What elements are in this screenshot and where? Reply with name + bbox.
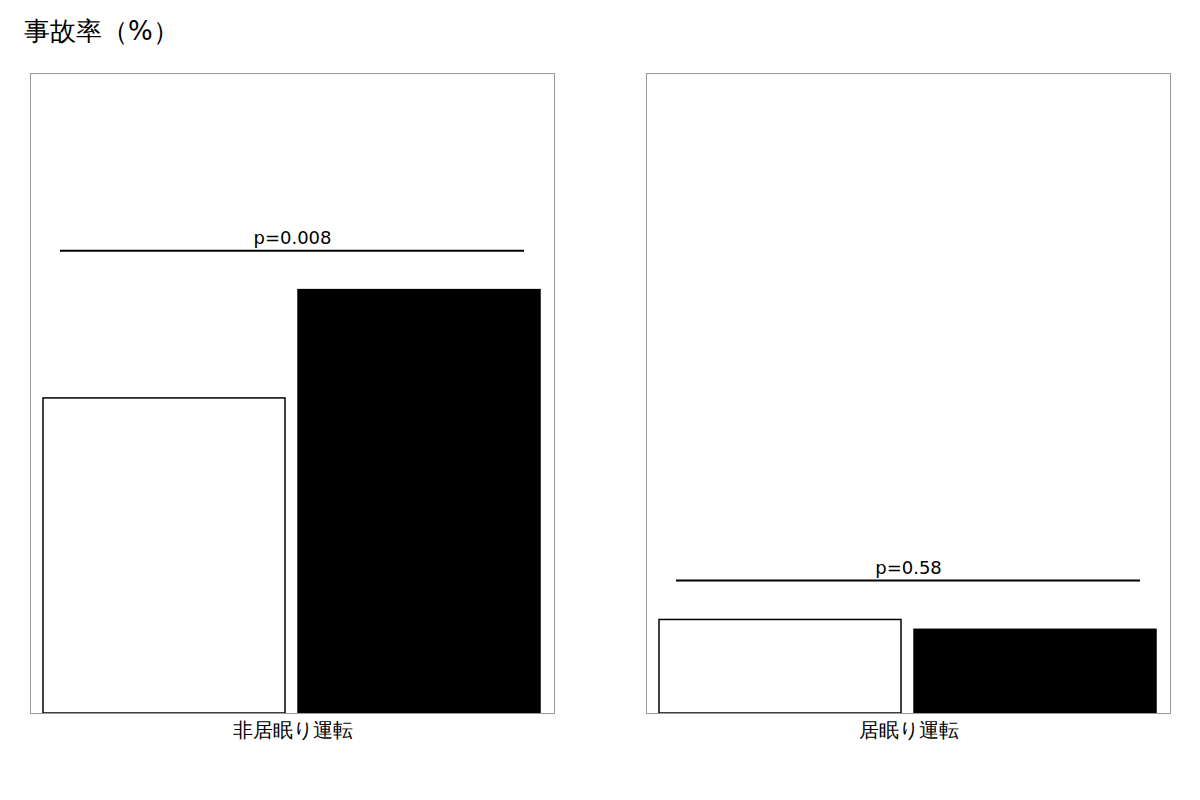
svg-text:p=0.58: p=0.58 xyxy=(875,557,942,578)
html-text:事故率（%）: 事故率（%） xyxy=(24,16,179,46)
svg-text:居眠り運転: 居眠り運転 xyxy=(859,718,959,742)
svg-text:p=0.008: p=0.008 xyxy=(253,227,331,248)
svg-text:非居眠り運転: 非居眠り運転 xyxy=(233,718,353,742)
